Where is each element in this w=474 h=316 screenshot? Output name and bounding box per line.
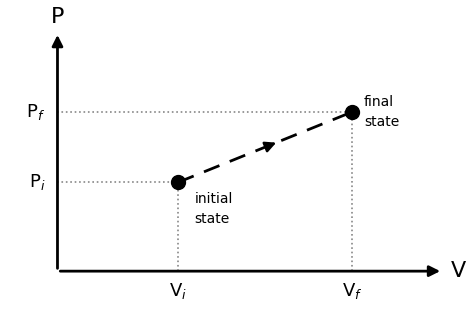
Text: P$_f$: P$_f$ — [26, 102, 45, 122]
Point — [348, 110, 356, 115]
Text: V$_i$: V$_i$ — [169, 281, 187, 301]
Text: initial
state: initial state — [195, 192, 233, 226]
Text: P$_i$: P$_i$ — [29, 172, 45, 192]
Text: V: V — [451, 261, 466, 281]
Text: V$_f$: V$_f$ — [341, 281, 362, 301]
Text: P: P — [51, 7, 64, 27]
Point — [174, 180, 182, 185]
Text: final
state: final state — [364, 95, 399, 129]
